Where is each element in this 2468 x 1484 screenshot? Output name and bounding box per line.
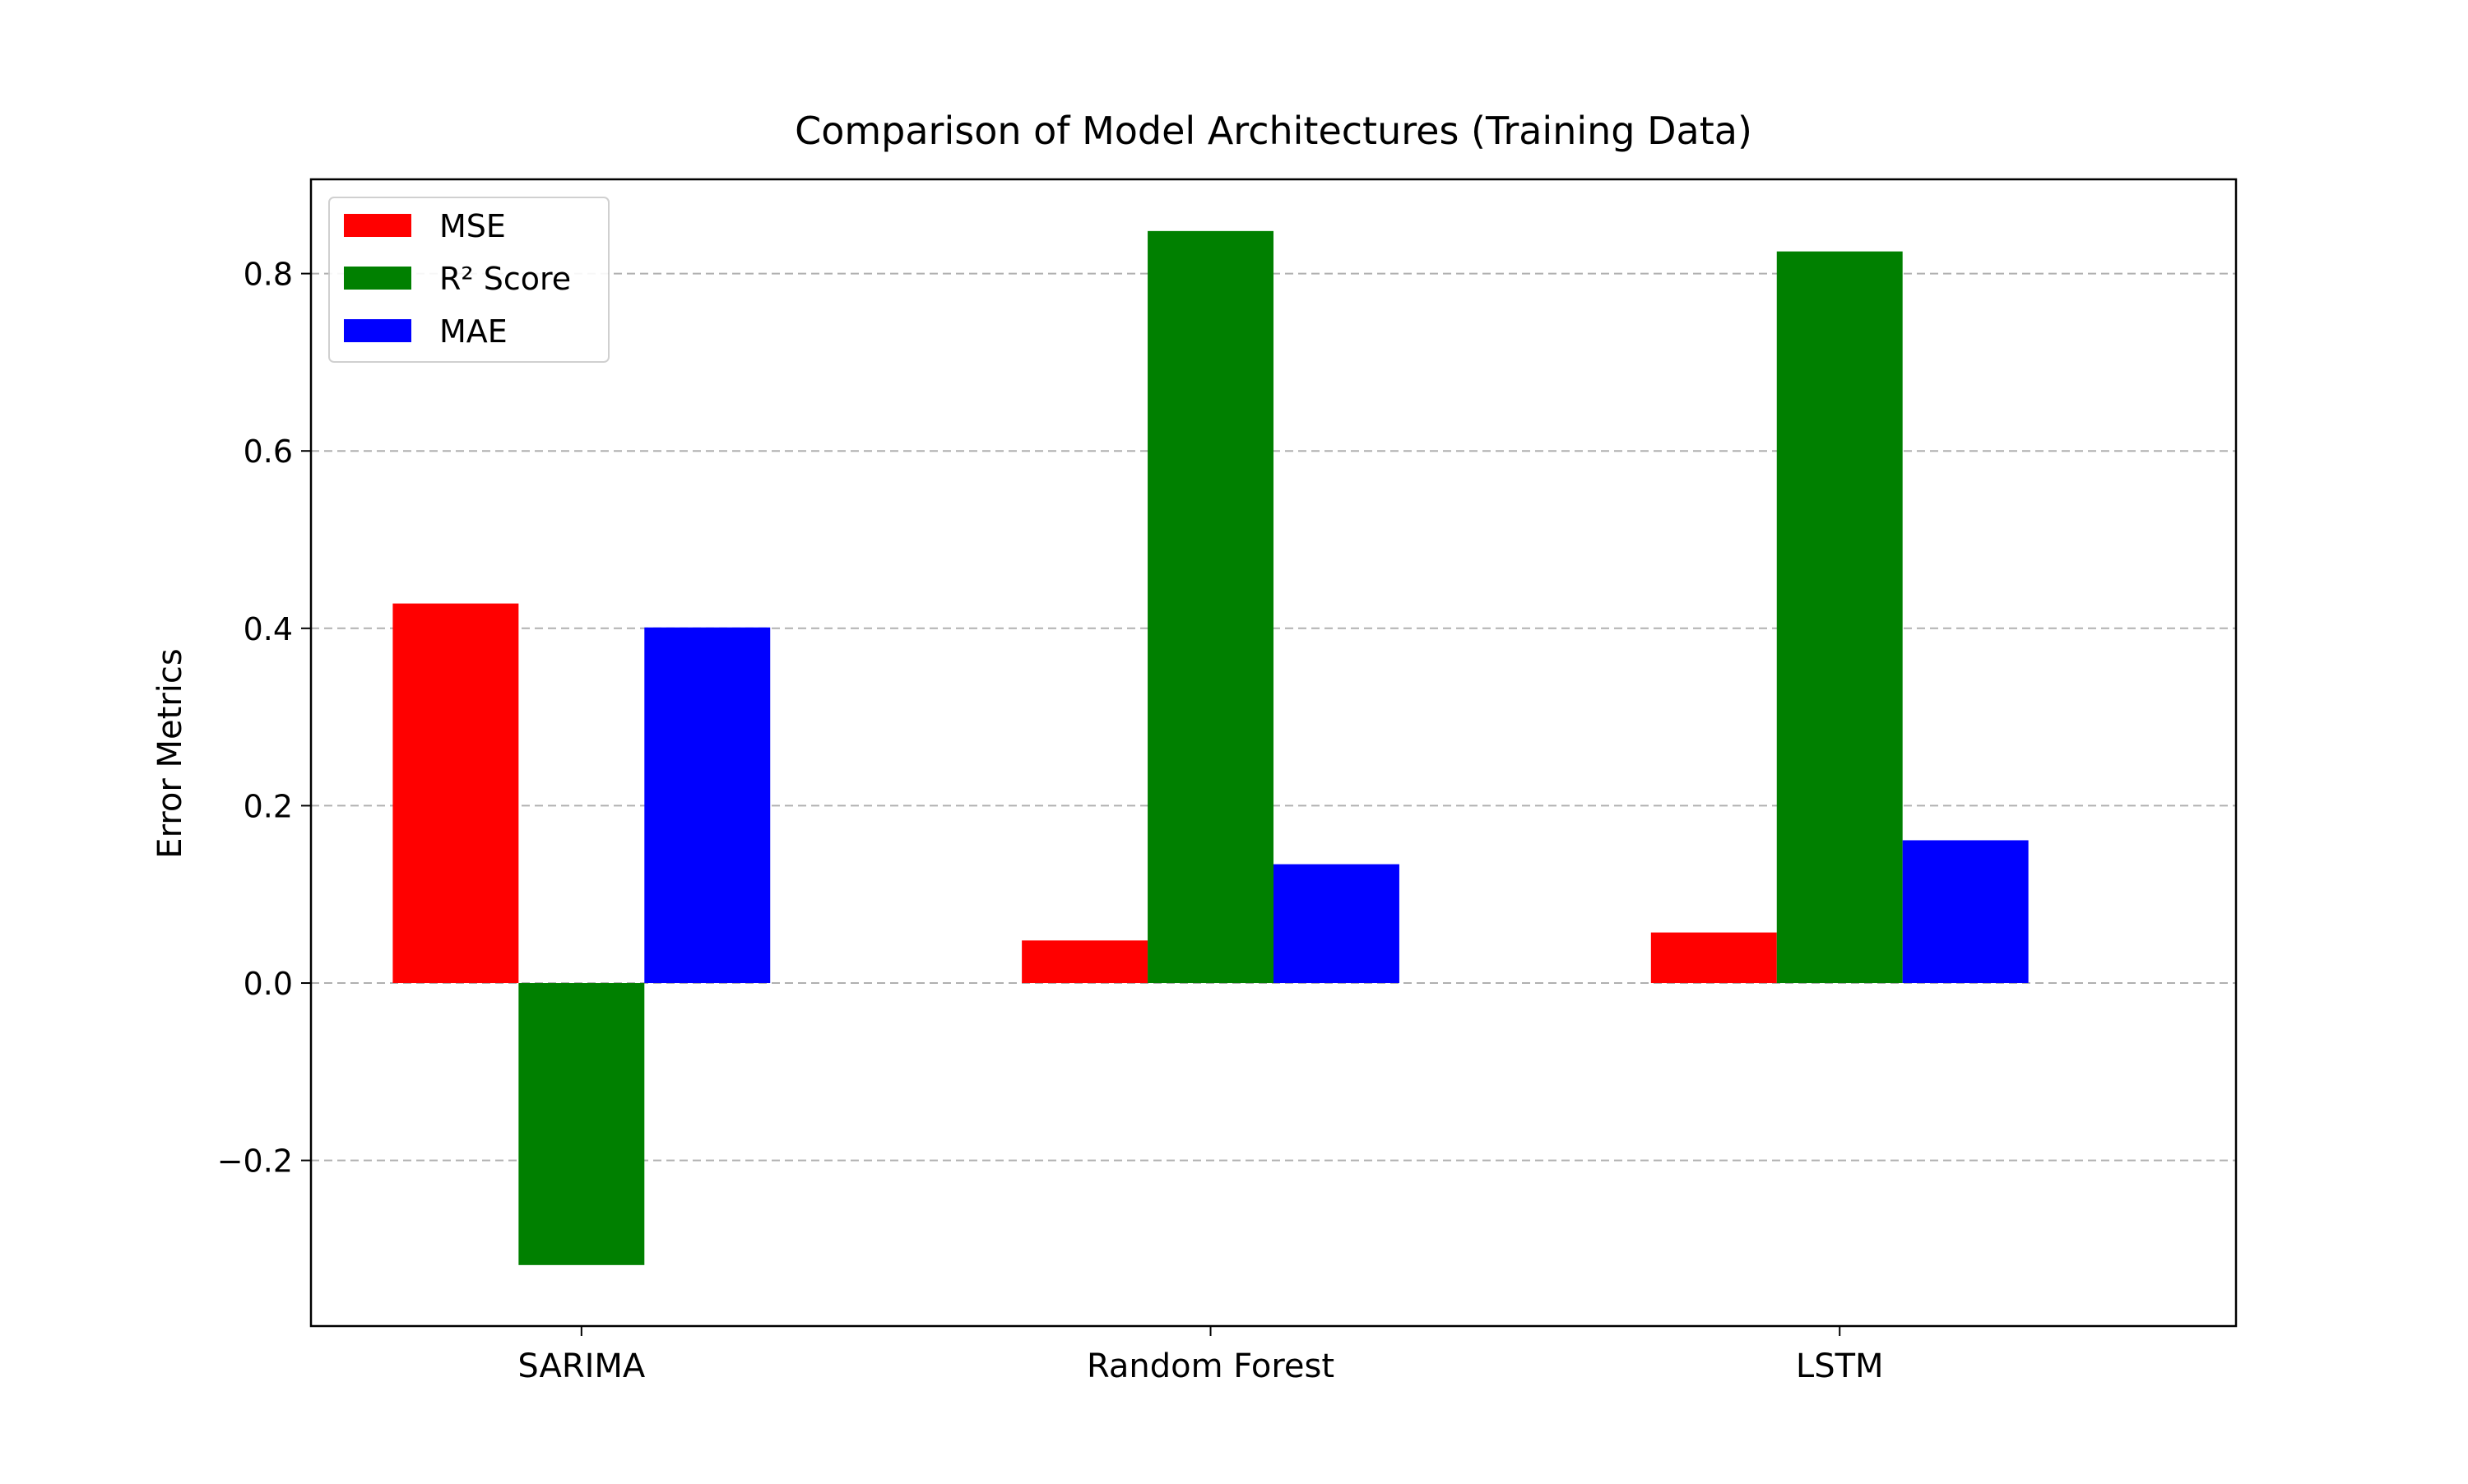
- y-axis-label: Error Metrics: [151, 648, 189, 858]
- plot-frame: [309, 178, 2238, 1328]
- y-tick-label: 0.0: [244, 966, 293, 1002]
- legend-swatch: [344, 267, 411, 290]
- bar-mse-lstm: [1650, 932, 1777, 984]
- y-tick-label: 0.6: [244, 434, 293, 470]
- bar-mse-sarima: [392, 603, 519, 984]
- x-tick-label: LSTM: [1796, 1347, 1884, 1385]
- bar-mse-random-forest: [1022, 940, 1148, 984]
- bar-mae-lstm: [1902, 840, 2029, 984]
- y-tick-label: 0.4: [244, 611, 293, 647]
- bar-r-score-sarima: [518, 983, 645, 1265]
- legend: MSE R² Score MAE: [328, 197, 610, 363]
- axes: −0.2 0.0 0.2 0.4 0.6 0.8 SARIMA Random Forest LS…: [217, 178, 2238, 1385]
- legend-label: MSE: [439, 208, 506, 244]
- bar-r-score-random-forest: [1148, 230, 1273, 984]
- bar-mae-sarima: [644, 627, 771, 984]
- bar-r-score-lstm: [1776, 251, 1903, 984]
- x-tick-label: SARIMA: [517, 1347, 646, 1385]
- legend-swatch: [344, 319, 411, 342]
- y-tick-label: 0.2: [244, 788, 293, 824]
- y-tick-label: 0.8: [244, 257, 293, 293]
- legend-label: R² Score: [439, 261, 571, 297]
- y-tick-label: −0.2: [217, 1143, 293, 1180]
- bar-mae-random-forest: [1273, 864, 1399, 984]
- legend-swatch: [344, 214, 411, 237]
- x-tick-label: Random Forest: [1087, 1347, 1334, 1385]
- legend-label: MAE: [439, 313, 508, 350]
- bars: [392, 230, 2029, 1265]
- chart-title: Comparison of Model Architectures (Train…: [795, 109, 1752, 153]
